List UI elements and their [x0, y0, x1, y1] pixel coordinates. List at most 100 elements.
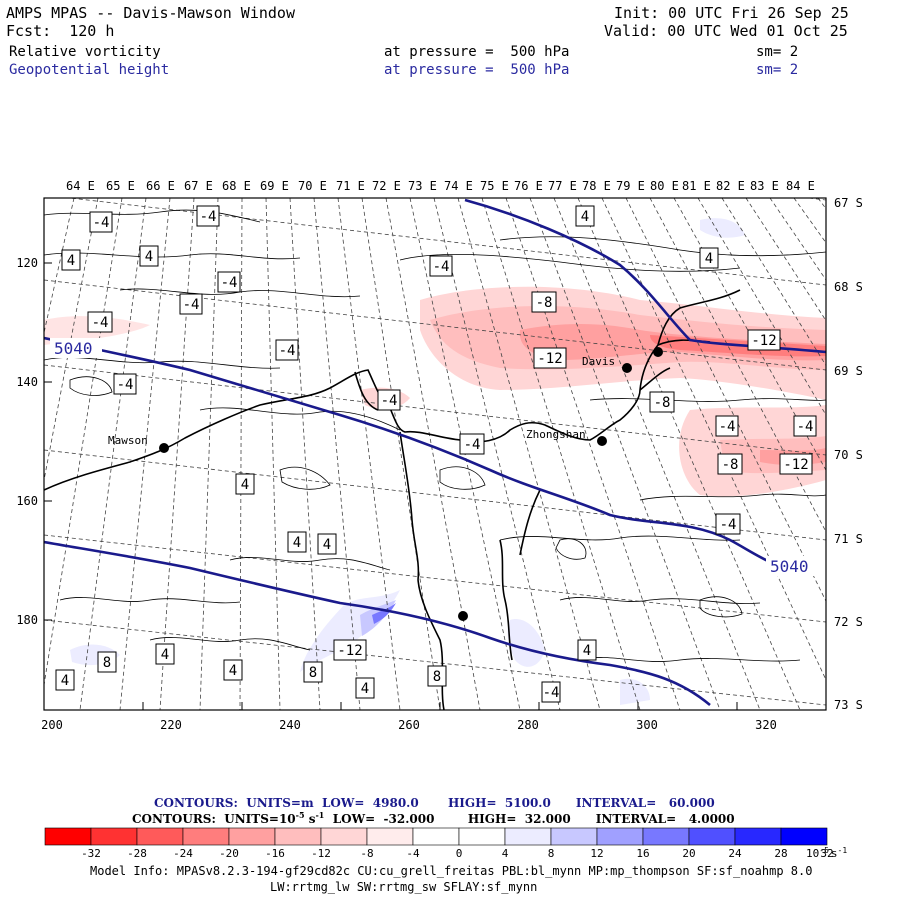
vorticity-label: -4 — [541, 681, 561, 703]
vorticity-label: -12 — [779, 453, 813, 475]
svg-text:4: 4 — [61, 673, 69, 689]
lon-label: 78 E — [582, 179, 611, 193]
vorticity-label: -8 — [531, 291, 557, 313]
vorticity-label: 4 — [223, 659, 243, 681]
legend-swatch — [44, 827, 92, 846]
legend-swatch — [780, 827, 828, 846]
svg-text:-4: -4 — [200, 209, 217, 225]
svg-text:4: 4 — [705, 251, 713, 267]
legend-swatch — [642, 827, 690, 846]
vorticity-label: 4 — [61, 249, 81, 271]
top-lon-labels: 64 E 65 E 66 E 67 E 68 E 69 E 70 E 71 E … — [66, 179, 815, 193]
legend-swatch — [136, 827, 184, 846]
vorticity-label: 4 — [287, 531, 307, 553]
lat-label: 73 S — [834, 698, 863, 712]
legend-tick-label: -24 — [173, 847, 193, 860]
lon-label: 73 E — [408, 179, 437, 193]
svg-text:-8: -8 — [654, 395, 671, 411]
svg-text:8: 8 — [103, 655, 111, 671]
legend-tick-label: 8 — [548, 847, 555, 860]
legend-tick-label: 28 — [774, 847, 787, 860]
svg-text:4: 4 — [161, 647, 169, 663]
station-marker-davis — [622, 363, 632, 373]
legend-swatch — [688, 827, 736, 846]
lon-label: 81 E — [682, 179, 711, 193]
svg-text:-4: -4 — [720, 517, 737, 533]
height-labels: 5040 5040 — [50, 338, 824, 576]
vorticity-label: -4 — [113, 373, 137, 395]
height-contours — [44, 198, 826, 706]
lon-label: 68 E — [222, 179, 251, 193]
y-label: 180 — [16, 613, 38, 627]
station-label-zhongshan: Zhongshan — [526, 428, 586, 441]
field1-smoothing: sm= 2 — [756, 44, 799, 60]
svg-text:4: 4 — [293, 535, 301, 551]
height-label: 5040 — [54, 339, 93, 358]
vorticity-label: 8 — [303, 661, 323, 683]
vorticity-label: 4 — [235, 473, 255, 495]
map-plot-area: -4 -4 -4 -4 -4 4 4 -4 -4 4 -4 -8 -12 -8 … — [44, 198, 826, 710]
legend-tick-label: 4 — [502, 847, 509, 860]
y-label: 160 — [16, 494, 38, 508]
window-title: AMPS MPAS -- Davis-Mawson Window — [6, 4, 295, 22]
svg-text:-8: -8 — [536, 295, 553, 311]
vorticity-label: -4 — [89, 211, 113, 233]
x-label: 240 — [279, 718, 301, 732]
svg-text:4: 4 — [229, 663, 237, 679]
svg-text:-4: -4 — [221, 275, 238, 291]
vorticity-label: 4 — [577, 639, 597, 661]
vorticity-label: 4 — [575, 205, 595, 227]
field2-name: Geopotential height — [9, 62, 170, 78]
color-legend-bar — [44, 827, 828, 846]
lon-label: 64 E — [66, 179, 95, 193]
coastline — [44, 289, 741, 710]
station-label-mawson: Mawson — [108, 434, 148, 447]
legend-swatch — [596, 827, 644, 846]
legend-swatch — [182, 827, 230, 846]
axis-ticks — [43, 262, 738, 710]
lon-label: 67 E — [184, 179, 213, 193]
vorticity-shading — [44, 218, 826, 705]
vorticity-label: 8 — [427, 665, 447, 687]
lon-label: 82 E — [716, 179, 745, 193]
legend-tick-label: -20 — [219, 847, 239, 860]
vorticity-label: 4 — [317, 533, 337, 555]
height-contour-info: CONTOURS: UNITS=m LOW= 4980.0 HIGH= 5100… — [154, 796, 715, 810]
field1-level: at pressure = 500 hPa — [384, 44, 570, 60]
vorticity-label: 4 — [139, 245, 159, 267]
lon-label: 76 E — [514, 179, 543, 193]
vorticity-label: -4 — [459, 433, 485, 455]
y-label: 140 — [16, 375, 38, 389]
vorticity-label: 8 — [97, 651, 117, 673]
svg-text:-4: -4 — [433, 259, 450, 275]
lon-label: 66 E — [146, 179, 175, 193]
svg-text:4: 4 — [361, 681, 369, 697]
svg-text:-12: -12 — [751, 333, 776, 349]
legend-tick-label: 20 — [682, 847, 695, 860]
svg-text:8: 8 — [433, 669, 441, 685]
x-label: 220 — [160, 718, 182, 732]
legend-tick-label: -12 — [311, 847, 331, 860]
svg-text:-4: -4 — [543, 685, 560, 701]
vorticity-label: -8 — [717, 453, 743, 475]
legend-tick-label: -32 — [81, 847, 101, 860]
legend-swatch — [274, 827, 322, 846]
legend-swatch — [412, 827, 460, 846]
svg-text:-4: -4 — [117, 377, 134, 393]
graticule-parallels — [44, 198, 826, 706]
lon-label: 84 E — [786, 179, 815, 193]
svg-text:-4: -4 — [92, 315, 109, 331]
lon-label: 79 E — [616, 179, 645, 193]
legend-tick-label: -16 — [265, 847, 285, 860]
svg-text:4: 4 — [145, 249, 153, 265]
vorticity-label: 4 — [355, 677, 375, 699]
svg-text:-12: -12 — [537, 351, 562, 367]
lon-label: 83 E — [750, 179, 779, 193]
field1-name: Relative vorticity — [9, 44, 161, 60]
station-marker — [653, 347, 663, 357]
lon-label: 72 E — [372, 179, 401, 193]
svg-text:-4: -4 — [719, 419, 736, 435]
vorticity-label: -4 — [429, 255, 453, 277]
station-label-davis: Davis — [582, 355, 615, 368]
